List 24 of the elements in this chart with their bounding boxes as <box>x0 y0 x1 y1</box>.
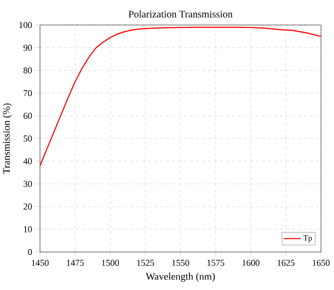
y-tick-label: 100 <box>19 22 32 28</box>
x-tick-label: 1525 <box>137 260 154 266</box>
y-tick-label: 10 <box>24 226 32 232</box>
y-tick-label: 70 <box>24 90 32 96</box>
x-tick-label: 1650 <box>312 260 330 266</box>
x-tick-label: 1450 <box>32 260 49 266</box>
y-tick-label: 20 <box>24 204 32 210</box>
y-tick-label: 0 <box>28 248 32 256</box>
x-tick-label: 1550 <box>172 260 190 266</box>
x-tick-label: 1475 <box>66 260 84 266</box>
y-tick-label: 40 <box>23 158 32 164</box>
x-tick-label: 1600 <box>242 260 260 266</box>
x-axis-title: Wavelength (nm) <box>146 272 215 282</box>
y-tick-label: 60 <box>24 112 32 119</box>
x-tick-label: 1575 <box>207 260 224 266</box>
x-tick-label: 1500 <box>102 260 119 266</box>
y-tick-label: 80 <box>24 67 32 74</box>
y-axis-title: Transmission (%) <box>2 103 12 174</box>
x-tick-label: 1625 <box>278 260 295 266</box>
y-tick-label: 50 <box>24 135 32 142</box>
y-tick-label: 90 <box>23 44 32 51</box>
y-tick-label: 30 <box>24 180 32 187</box>
chart-title: Polarization Transmission <box>128 10 233 18</box>
legend-label: Tp <box>303 235 312 242</box>
